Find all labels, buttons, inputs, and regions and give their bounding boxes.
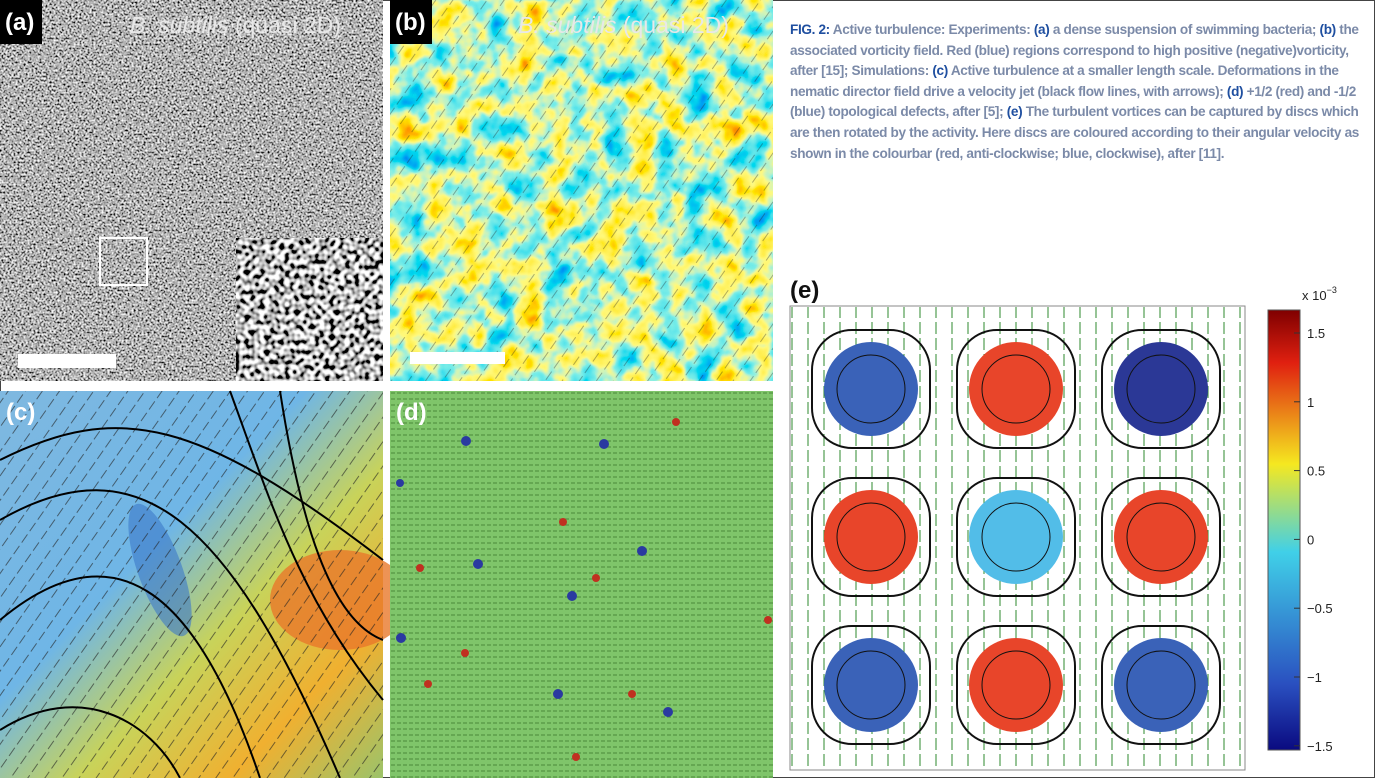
inset — [236, 238, 383, 381]
panel-label: (d) — [396, 399, 427, 426]
panel-b: (b) B. subtilis (quasi 2D) — [390, 0, 773, 381]
caption-label: (a) — [1034, 22, 1050, 37]
panel-label: (a) — [5, 9, 34, 36]
colorbar-tick-label: 1.5 — [1307, 326, 1325, 341]
panel-c: (c) — [0, 391, 410, 778]
panel-title: B. subtilis (quasi 2D) — [130, 12, 341, 38]
colorbar-multiplier: x 10−3 — [1302, 285, 1337, 303]
caption-text: Active turbulence: Experiments: — [830, 22, 1034, 37]
colorbar — [1268, 310, 1300, 750]
panel-e: (e) x 10−3 1.5 1 0.5 0 −0.5 −1 −1.5 — [790, 277, 1337, 770]
page: (a) B. subtilis (quasi 2D) (b) B. subtil… — [0, 0, 1375, 778]
caption: FIG. 2: Active turbulence: Experiments: … — [790, 20, 1370, 164]
panel-d: (d) — [390, 391, 773, 778]
colorbar-tick-label: 0 — [1307, 532, 1314, 547]
scale-bar — [410, 352, 505, 364]
caption-text: a dense suspension of swimming bacteria; — [1049, 22, 1319, 37]
caption-label: (e) — [1007, 104, 1023, 119]
colorbar-tick-label: 0.5 — [1307, 464, 1325, 479]
colorbar-tick-label: −0.5 — [1307, 601, 1333, 616]
panel-label: (c) — [6, 399, 35, 426]
flow-lines — [390, 0, 773, 381]
caption-label: FIG. 2: — [790, 22, 830, 37]
scale-bar — [18, 354, 116, 368]
panel-label: (e) — [790, 277, 819, 304]
discs — [824, 342, 1208, 732]
caption-label: (c) — [932, 63, 948, 78]
panel-a: (a) B. subtilis (quasi 2D) — [0, 0, 383, 381]
caption-label: (b) — [1320, 22, 1336, 37]
panel-title: B. subtilis (quasi 2D) — [518, 12, 729, 38]
caption-label: (d) — [1227, 84, 1243, 99]
colorbar-tick-label: −1.5 — [1307, 739, 1333, 754]
panel-label: (b) — [395, 9, 426, 36]
colorbar-tick-label: 1 — [1307, 395, 1314, 410]
director-lines — [390, 391, 773, 778]
colorbar-tick-label: −1 — [1307, 670, 1322, 685]
